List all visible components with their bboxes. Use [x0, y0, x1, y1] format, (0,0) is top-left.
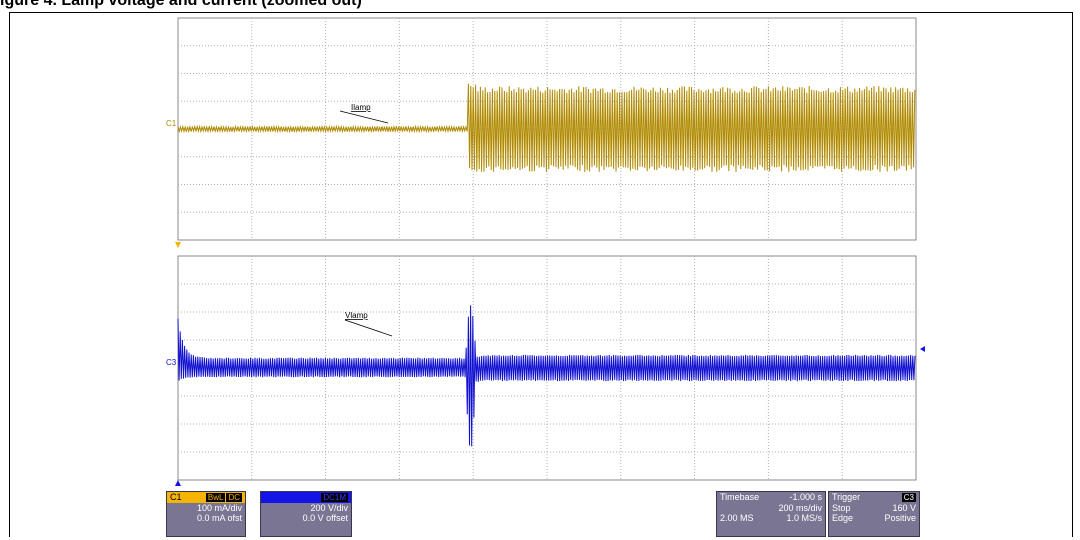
timebase-label: Timebase: [720, 492, 760, 502]
c1-trigger-marker: [175, 242, 181, 248]
trigger-label: Trigger: [832, 492, 861, 502]
trigger-level: 160 V: [892, 503, 916, 513]
c1-coupling-badge: DC: [226, 493, 242, 502]
c3-scale: 200 V/div: [310, 503, 348, 513]
ilamp-annotation: Ilamp: [351, 103, 371, 112]
c1-scale: 100 mA/div: [196, 503, 242, 513]
trace-vlamp: [177, 305, 916, 447]
figure-caption: igure 4. Lamp voltage and current (zoome…: [0, 0, 362, 9]
c1-bw-badge: BwL: [205, 493, 226, 502]
timebase-rate: 1.0 MS/s: [786, 513, 822, 523]
trigger-mode: Stop: [832, 503, 851, 513]
c3-ground-tag: C3: [166, 358, 177, 367]
trigger-source-badge: C3: [901, 493, 916, 502]
vlamp-annotation: Vlamp: [345, 311, 368, 320]
ilamp-annotation-pointer: [339, 110, 389, 124]
c3-coupling-badge: DC1M: [321, 493, 348, 502]
timebase-scale: 200 ms/div: [778, 503, 822, 513]
c1-descriptor-box[interactable]: C1 BwL DC 100 mA/div 0.0 mA ofst: [166, 491, 246, 537]
c1-name: C1: [170, 492, 182, 502]
c3-descriptor-box[interactable]: DC1M 200 V/div 0.0 V offset: [260, 491, 352, 537]
trace-ilamp: [177, 83, 916, 173]
trigger-slope: Positive: [884, 513, 916, 523]
vlamp-annotation-pointer: [344, 319, 393, 337]
timebase-box[interactable]: Timebase -1.000 s 200 ms/div 2.00 MS 1.0…: [716, 491, 826, 537]
timebase-samples: 2.00 MS: [720, 513, 754, 523]
figure-frame: [9, 12, 1073, 537]
c3-trigger-marker: [175, 480, 181, 486]
c1-offset: 0.0 mA ofst: [196, 513, 242, 523]
c3-offset: 0.0 V offset: [302, 513, 348, 523]
timebase-delay: -1.000 s: [789, 492, 822, 502]
trigger-box[interactable]: Trigger C3 Stop 160 V Edge Positive: [828, 491, 920, 537]
trigger-type: Edge: [832, 513, 854, 523]
trigger-level-marker: [920, 346, 925, 352]
c1-ground-tag: C1: [166, 119, 177, 128]
